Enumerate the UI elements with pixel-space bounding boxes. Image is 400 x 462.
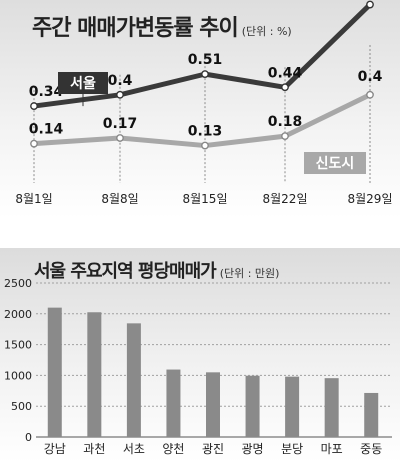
x-tick-label: 서초 [123,442,145,456]
bar [47,307,62,437]
line-chart: 8월1일 8월8일 8월15일 8월22일 8월29일 0.34 0.4 0.51 0.44 0.… [15,0,393,206]
data-point [366,0,374,9]
data-point [116,90,124,99]
x-tick-label: 과천 [83,441,105,456]
data-point [366,90,374,99]
x-tick-label: 분당 [281,442,303,456]
y-tick-label: 1000 [4,369,32,382]
x-tick-label: 8월15일 [183,192,228,206]
bar [364,392,379,437]
line-chart-title: 주간 매매가변동률 추이 [32,16,239,41]
data-label: 0.4 [108,73,133,89]
y-tick-label: 0 [25,431,32,444]
line-chart-panel [0,0,400,218]
data-label: 0.13 [188,124,223,140]
bar [324,378,339,437]
bar [245,375,260,437]
series-tag-newtown [304,152,366,174]
data-label: 0.51 [188,52,223,68]
x-tick-label: 8월29일 [348,192,393,206]
bar [285,376,300,437]
series-tag-newtown-label: 신도시 [316,156,355,172]
bar [87,312,102,437]
x-tick-label: 8월8일 [101,192,138,206]
bar-chart-title-block: 서울 주요지역 평당매매가 (단위 : 만원) [34,257,279,283]
y-tick-label: 1500 [4,339,32,352]
data-label: 0.44 [268,65,303,81]
data-label: 0.4 [358,69,383,85]
data-label: 0.18 [268,114,303,130]
bar-chart-title: 서울 주요지역 평당매매가 [34,261,217,282]
data-label: 0.17 [103,116,138,132]
bar [166,369,181,437]
x-tick-label: 강남 [44,442,66,456]
x-tick-label: 중동 [360,442,382,456]
data-label: 0.14 [29,122,64,138]
data-point [30,102,38,110]
line-chart-unit: (단위 : %) [241,25,292,38]
bar-chart-unit: (단위 : 만원) [219,267,280,280]
x-tick-label: 8월1일 [15,192,52,206]
data-point [201,141,209,150]
y-tick-label: 2500 [4,277,32,290]
data-point [201,70,209,79]
data-label: 0.34 [29,84,64,100]
data-point [116,134,124,142]
bar [126,323,141,437]
x-tick-label: 8월22일 [263,192,308,206]
y-tick-label: 2000 [4,308,32,321]
x-tick-label: 광진 [202,442,224,456]
x-tick-label: 마포 [321,442,343,456]
bar [206,372,220,437]
data-point [281,132,289,141]
series-tag-seoul [58,72,108,94]
x-tick-label: 양천 [162,441,184,456]
x-tick-label: 광명 [242,442,264,456]
series-tag-seoul-label: 서울 [70,75,96,92]
y-tick-label: 500 [11,400,32,413]
data-point [281,83,289,92]
data-point [30,139,38,148]
line-chart-title-block: 주간 매매가변동률 추이 (단위 : %) [32,10,292,42]
panel-gap [0,218,400,248]
